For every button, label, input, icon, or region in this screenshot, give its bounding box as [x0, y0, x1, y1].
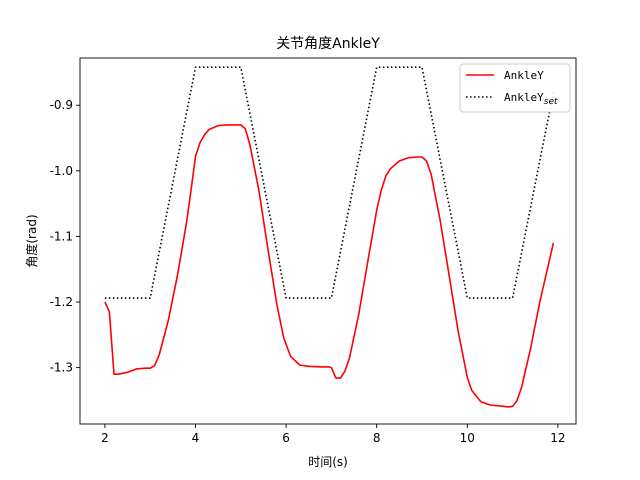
y-tick-label: -1.2	[50, 295, 73, 309]
y-axis-ticks: -0.9 -1.0 -1.1 -1.2 -1.3	[50, 98, 80, 375]
plot-frame	[79, 57, 577, 425]
y-tick-label: -1.3	[50, 361, 73, 375]
legend-label-ankley-set-subscript: set	[544, 97, 558, 107]
x-axis-ticks: 2 4 6 8 10 12	[101, 424, 566, 445]
legend-label-ankley-set: AnkleYset	[504, 91, 558, 107]
x-tick-label: 10	[460, 431, 475, 445]
y-axis-label: 角度(rad)	[24, 214, 39, 267]
x-tick-label: 8	[373, 431, 381, 445]
x-tick-label: 2	[101, 431, 109, 445]
x-axis-label: 时间(s)	[308, 455, 348, 469]
plot-area: 2 4 6 8 10 12 -0.9 -1.0 -1.1 -1.2 -1.3	[50, 57, 577, 445]
plot-background	[80, 58, 576, 424]
y-tick-label: -0.9	[50, 98, 73, 112]
legend: AnkleY AnkleYset	[459, 63, 571, 113]
x-tick-label: 12	[550, 431, 565, 445]
y-tick-label: -1.1	[50, 229, 73, 243]
x-tick-label: 6	[282, 431, 290, 445]
legend-label-ankley: AnkleY	[504, 69, 544, 82]
chart-title: 关节角度AnkleY	[276, 36, 380, 52]
series-layer	[104, 66, 555, 408]
y-tick-label: -1.0	[50, 164, 73, 178]
legend-label-ankley-set-main: AnkleY	[504, 91, 544, 104]
legend-box	[459, 63, 571, 113]
series-line-ankley	[104, 124, 555, 408]
x-tick-label: 4	[192, 431, 200, 445]
